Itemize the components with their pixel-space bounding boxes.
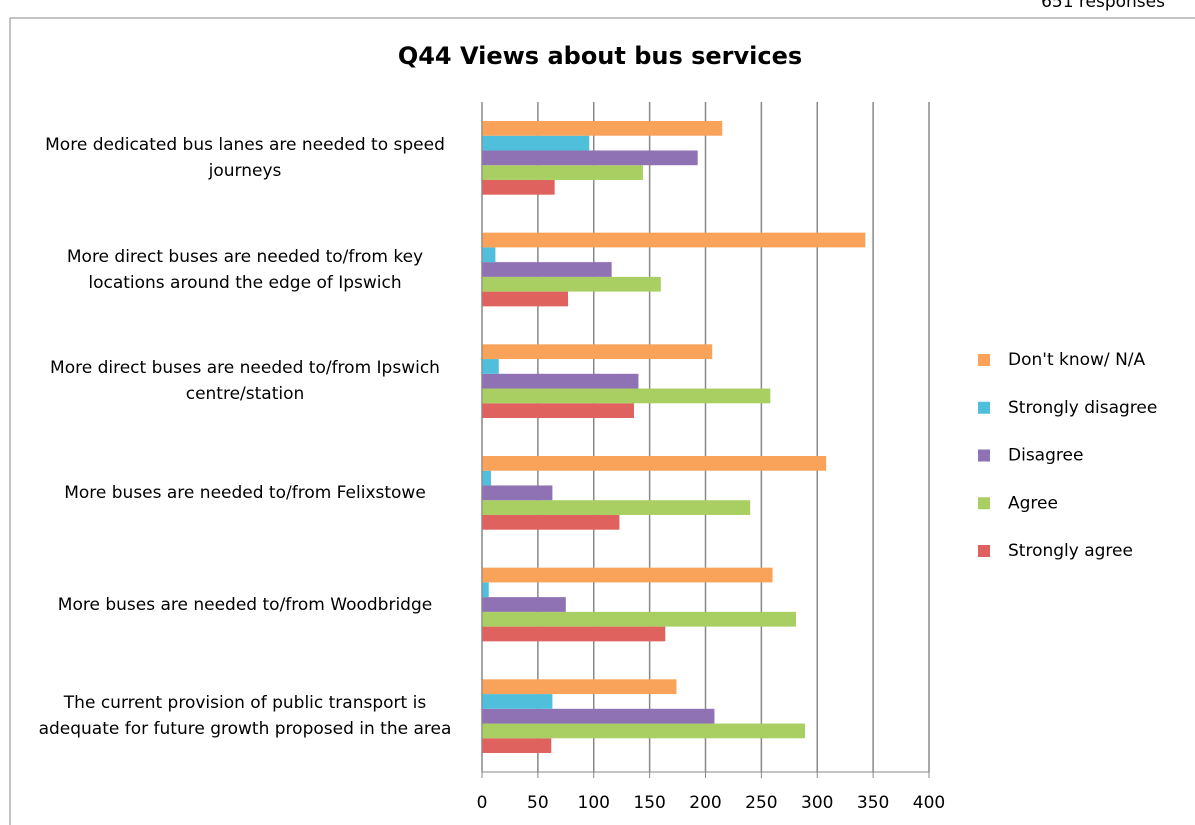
legend-swatch <box>978 449 990 462</box>
bar <box>482 514 620 530</box>
bar <box>482 388 771 404</box>
bar <box>482 403 634 419</box>
subtitle: 651 responses <box>1041 0 1165 12</box>
bar <box>482 120 723 136</box>
bar <box>482 291 569 307</box>
bar <box>482 262 612 277</box>
bar <box>482 611 797 627</box>
bar <box>482 455 827 471</box>
x-tick-label: 400 <box>913 793 945 813</box>
bar <box>482 165 643 180</box>
bar <box>482 470 491 486</box>
x-tick-label: 250 <box>745 793 777 813</box>
legend-label: Don't know/ N/A <box>1008 350 1146 370</box>
y-tick-label: The current provision of public transpor… <box>38 693 452 740</box>
bar <box>482 179 555 195</box>
bar <box>482 567 773 583</box>
bar <box>482 276 661 292</box>
x-tick-label: 300 <box>801 793 833 813</box>
bar <box>482 150 698 166</box>
bar <box>482 626 666 642</box>
bar <box>482 373 639 389</box>
legend-swatch <box>978 545 990 557</box>
y-tick-label: More direct buses are needed to/from key… <box>66 246 424 293</box>
bar <box>482 708 715 724</box>
bar <box>482 582 489 598</box>
x-tick-label: 50 <box>527 793 549 813</box>
bar <box>482 500 751 515</box>
x-tick-label: 200 <box>689 793 721 813</box>
bar <box>482 597 566 612</box>
bar <box>482 135 590 151</box>
x-tick-label: 350 <box>857 793 889 813</box>
legend-swatch <box>978 354 990 366</box>
legend-label: Strongly agree <box>1008 541 1133 561</box>
bar <box>482 679 677 695</box>
y-tick-label: More direct buses are needed to/from Ips… <box>50 358 440 405</box>
y-tick-label: More buses are needed to/from Felixstowe <box>64 482 426 503</box>
bar <box>482 694 553 709</box>
chart-title: Q44 Views about bus services <box>398 42 802 70</box>
legend-swatch <box>978 401 990 414</box>
bar <box>482 485 553 501</box>
bar <box>482 344 713 360</box>
y-tick-label: More buses are needed to/from Woodbridge <box>57 594 433 615</box>
x-tick-label: 150 <box>633 793 665 813</box>
legend-label: Agree <box>1008 493 1058 513</box>
bar <box>482 232 866 248</box>
bar <box>482 247 496 263</box>
legend-label: Strongly disagree <box>1008 398 1157 418</box>
y-tick-label: More dedicated bus lanes are needed to s… <box>45 134 445 181</box>
bar <box>482 359 499 374</box>
legend-label: Disagree <box>1008 446 1083 466</box>
x-tick-label: 0 <box>477 793 488 813</box>
bar <box>482 723 805 739</box>
x-tick-label: 100 <box>578 793 610 813</box>
bar <box>482 738 552 754</box>
legend-swatch <box>978 497 990 510</box>
